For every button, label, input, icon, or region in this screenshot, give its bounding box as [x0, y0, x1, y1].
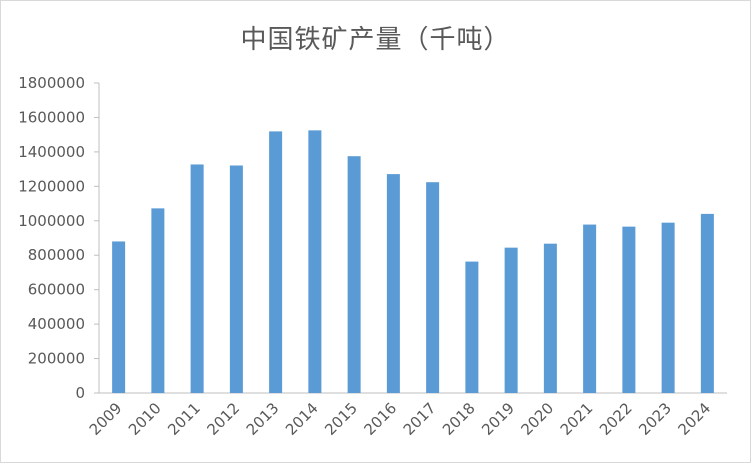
bar: [465, 261, 479, 393]
y-tick-label: 800000: [28, 246, 85, 264]
x-tick-labels: 2009 2010 2011 2012 2013 2014 2015 2016 2017 2018…: [86, 399, 714, 439]
y-tick-label: 600000: [28, 281, 85, 299]
bar: [386, 174, 400, 393]
y-tick-label: 1600000: [18, 108, 85, 126]
x-tick-label: 2015: [321, 399, 361, 439]
bar: [190, 164, 204, 393]
y-tick-label: 400000: [28, 315, 85, 333]
bar: [112, 241, 126, 393]
y-tick-label: 200000: [28, 350, 85, 368]
chart-title: 中国铁矿产量（千吨）: [240, 25, 511, 55]
x-tick-label: 2009: [86, 399, 126, 439]
x-tick-label: 2012: [203, 399, 243, 439]
y-tick-label: 1800000: [18, 74, 85, 92]
x-tick-label: 2014: [282, 399, 322, 439]
y-tick-label: 0: [75, 384, 85, 402]
bar: [700, 213, 714, 393]
bar: [308, 130, 322, 393]
x-tick-label: 2018: [439, 399, 479, 439]
bar: [347, 156, 361, 393]
x-tick-label: 2021: [557, 399, 597, 439]
x-tick-label: 2017: [400, 399, 440, 439]
x-tick-label: 2013: [243, 399, 283, 439]
y-tick-label: 1000000: [18, 212, 85, 230]
bar: [269, 131, 283, 393]
y-tick-label: 1400000: [18, 143, 85, 161]
x-tick-label: 2024: [674, 399, 714, 439]
bar: [151, 208, 165, 393]
x-tick-label: 2010: [125, 399, 165, 439]
x-tick-label: 2011: [164, 399, 204, 439]
x-tick-label: 2020: [517, 399, 557, 439]
x-tick-label: 2019: [478, 399, 518, 439]
bar: [426, 182, 440, 393]
bar: [583, 224, 597, 393]
x-tick-label: 2016: [360, 399, 400, 439]
y-tick-labels: 0 200000 400000 600000 800000 1000000 1200000 1…: [18, 74, 85, 402]
bar: [622, 226, 636, 393]
bars: [112, 130, 714, 393]
bar: [229, 165, 243, 393]
bar: [504, 247, 518, 393]
y-tick-label: 1200000: [18, 177, 85, 195]
x-tick-label: 2023: [635, 399, 675, 439]
axes: [94, 82, 727, 394]
x-tick-label: 2022: [596, 399, 636, 439]
bar: [543, 243, 557, 393]
bar: [661, 222, 675, 393]
